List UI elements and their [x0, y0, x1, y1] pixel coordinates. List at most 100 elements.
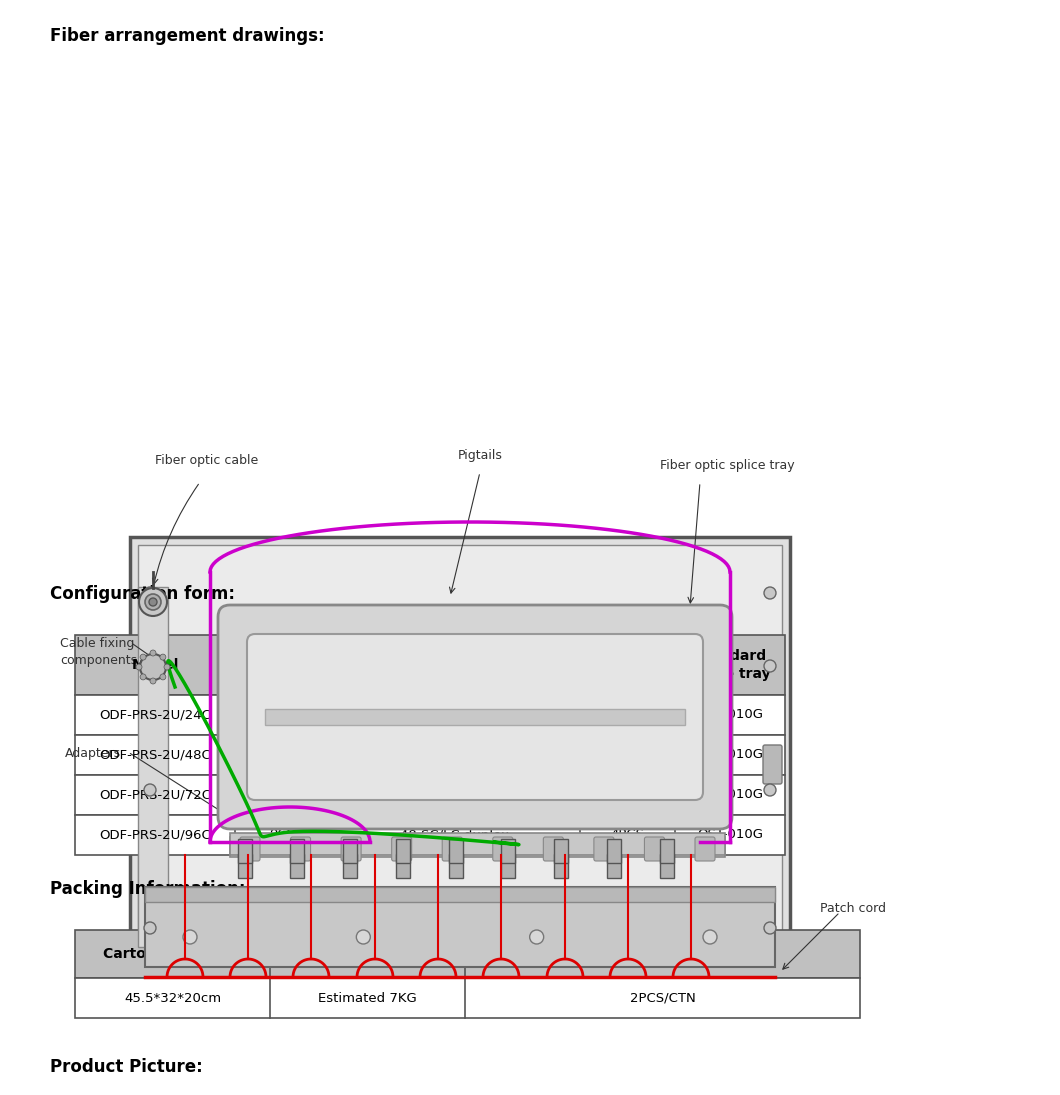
FancyBboxPatch shape [607, 854, 621, 878]
FancyBboxPatch shape [145, 887, 775, 902]
Circle shape [183, 930, 197, 944]
FancyBboxPatch shape [265, 708, 685, 725]
Text: Product Picture:: Product Picture: [50, 1058, 202, 1076]
Text: Standard
splice tray: Standard splice tray [689, 649, 771, 681]
FancyBboxPatch shape [138, 545, 782, 989]
Text: Adapter type: Adapter type [404, 658, 507, 672]
Text: 24C: 24C [269, 708, 296, 722]
Text: 4PCS: 4PCS [611, 829, 644, 841]
FancyBboxPatch shape [763, 745, 782, 784]
FancyBboxPatch shape [660, 854, 674, 878]
FancyBboxPatch shape [396, 854, 410, 878]
Text: 48 SC/FC/ST/LC simplex: 48 SC/FC/ST/LC simplex [376, 749, 534, 761]
FancyBboxPatch shape [75, 930, 860, 978]
Circle shape [144, 784, 156, 796]
Circle shape [164, 664, 170, 670]
FancyBboxPatch shape [290, 837, 311, 861]
FancyBboxPatch shape [343, 839, 357, 863]
FancyBboxPatch shape [290, 839, 304, 863]
FancyBboxPatch shape [644, 837, 665, 861]
FancyBboxPatch shape [75, 635, 785, 695]
FancyBboxPatch shape [247, 634, 703, 800]
FancyBboxPatch shape [554, 854, 568, 878]
FancyBboxPatch shape [607, 839, 621, 863]
Circle shape [140, 654, 166, 680]
FancyBboxPatch shape [75, 735, 785, 775]
Text: OST-010G: OST-010G [697, 788, 763, 802]
Circle shape [530, 930, 544, 944]
Circle shape [703, 930, 717, 944]
Text: Pigtails: Pigtails [458, 449, 502, 462]
Circle shape [764, 784, 776, 796]
FancyBboxPatch shape [240, 837, 260, 861]
FancyBboxPatch shape [449, 839, 463, 863]
FancyBboxPatch shape [501, 854, 515, 878]
Text: Splice
tray Qty: Splice tray Qty [596, 649, 659, 681]
FancyBboxPatch shape [391, 837, 411, 861]
FancyBboxPatch shape [238, 839, 252, 863]
FancyBboxPatch shape [138, 587, 167, 947]
Circle shape [140, 673, 146, 680]
Circle shape [144, 922, 156, 934]
FancyBboxPatch shape [396, 839, 410, 863]
Circle shape [139, 588, 167, 616]
Text: Estimated 7KG: Estimated 7KG [318, 991, 417, 1004]
FancyBboxPatch shape [230, 837, 725, 857]
Text: Capacity: Capacity [249, 658, 316, 672]
Circle shape [140, 654, 146, 660]
Text: 2PCS: 2PCS [611, 749, 644, 761]
Text: Gross Weight: Gross Weight [315, 947, 420, 961]
Circle shape [160, 654, 166, 660]
Text: Fiber optic splice tray: Fiber optic splice tray [660, 459, 795, 472]
FancyBboxPatch shape [218, 606, 732, 829]
FancyBboxPatch shape [290, 854, 304, 878]
FancyBboxPatch shape [130, 537, 790, 998]
Text: Adapters: Adapters [65, 747, 121, 760]
Text: 24 SC/FC/ST/LC simplex: 24 SC/FC/ST/LC simplex [376, 708, 534, 722]
FancyBboxPatch shape [501, 839, 515, 863]
Text: 48 SC/LC duplex: 48 SC/LC duplex [401, 829, 510, 841]
Text: Cable fixing
components: Cable fixing components [60, 637, 137, 667]
FancyBboxPatch shape [695, 837, 716, 861]
Circle shape [144, 587, 156, 599]
Text: Fiber optic cable: Fiber optic cable [155, 454, 259, 466]
Circle shape [356, 930, 370, 944]
FancyBboxPatch shape [75, 978, 860, 1018]
Circle shape [145, 593, 161, 610]
FancyBboxPatch shape [493, 837, 513, 861]
Text: Carton dimension: Carton dimension [104, 947, 242, 961]
Text: ODF-PRS-2U/96C: ODF-PRS-2U/96C [100, 829, 211, 841]
Text: Configuration form:: Configuration form: [50, 585, 235, 603]
Circle shape [149, 598, 157, 606]
FancyBboxPatch shape [75, 815, 785, 855]
FancyBboxPatch shape [660, 839, 674, 863]
FancyBboxPatch shape [238, 854, 252, 878]
Text: OST-010G: OST-010G [697, 708, 763, 722]
FancyBboxPatch shape [442, 837, 462, 861]
Text: 45.5*32*20cm: 45.5*32*20cm [124, 991, 222, 1004]
Circle shape [764, 587, 776, 599]
FancyBboxPatch shape [341, 837, 361, 861]
FancyBboxPatch shape [145, 887, 775, 967]
FancyBboxPatch shape [75, 775, 785, 815]
Text: 96C: 96C [269, 829, 296, 841]
FancyBboxPatch shape [75, 695, 785, 735]
Circle shape [160, 673, 166, 680]
Text: 1PC: 1PC [615, 708, 640, 722]
FancyBboxPatch shape [230, 833, 725, 855]
Text: Fiber arrangement drawings:: Fiber arrangement drawings: [50, 27, 324, 45]
FancyBboxPatch shape [449, 854, 463, 878]
Text: 48C: 48C [269, 749, 296, 761]
Text: 72 SC/FC/ST/LC simplex: 72 SC/FC/ST/LC simplex [376, 788, 534, 802]
FancyBboxPatch shape [594, 837, 614, 861]
Text: 72C: 72C [269, 788, 296, 802]
Circle shape [136, 664, 142, 670]
Text: 3PCS: 3PCS [611, 788, 644, 802]
Circle shape [151, 650, 156, 656]
FancyBboxPatch shape [554, 839, 568, 863]
Text: OST-010G: OST-010G [697, 749, 763, 761]
Text: ODF-PRS-2U/24C: ODF-PRS-2U/24C [99, 708, 211, 722]
FancyBboxPatch shape [343, 854, 357, 878]
Text: Model: Model [131, 658, 179, 672]
Circle shape [151, 678, 156, 684]
